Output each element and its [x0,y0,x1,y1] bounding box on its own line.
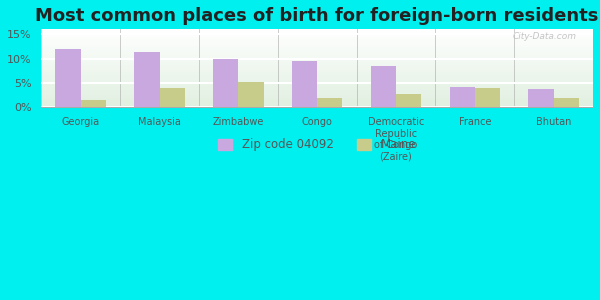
Bar [213,58,238,107]
Bar [238,82,263,107]
Bar [292,61,317,107]
Bar [529,89,554,107]
Bar [475,88,500,107]
Bar [371,66,396,107]
Bar [160,88,185,107]
Bar [317,98,343,107]
Title: Most common places of birth for foreign-born residents: Most common places of birth for foreign-… [35,7,599,25]
Bar [554,98,579,107]
Bar [81,100,106,107]
Legend: Zip code 04092, Maine: Zip code 04092, Maine [214,134,421,156]
Text: City-Data.com: City-Data.com [512,32,577,40]
Bar [55,49,81,107]
Bar [449,87,475,107]
Bar [134,52,160,107]
Bar [396,94,421,107]
